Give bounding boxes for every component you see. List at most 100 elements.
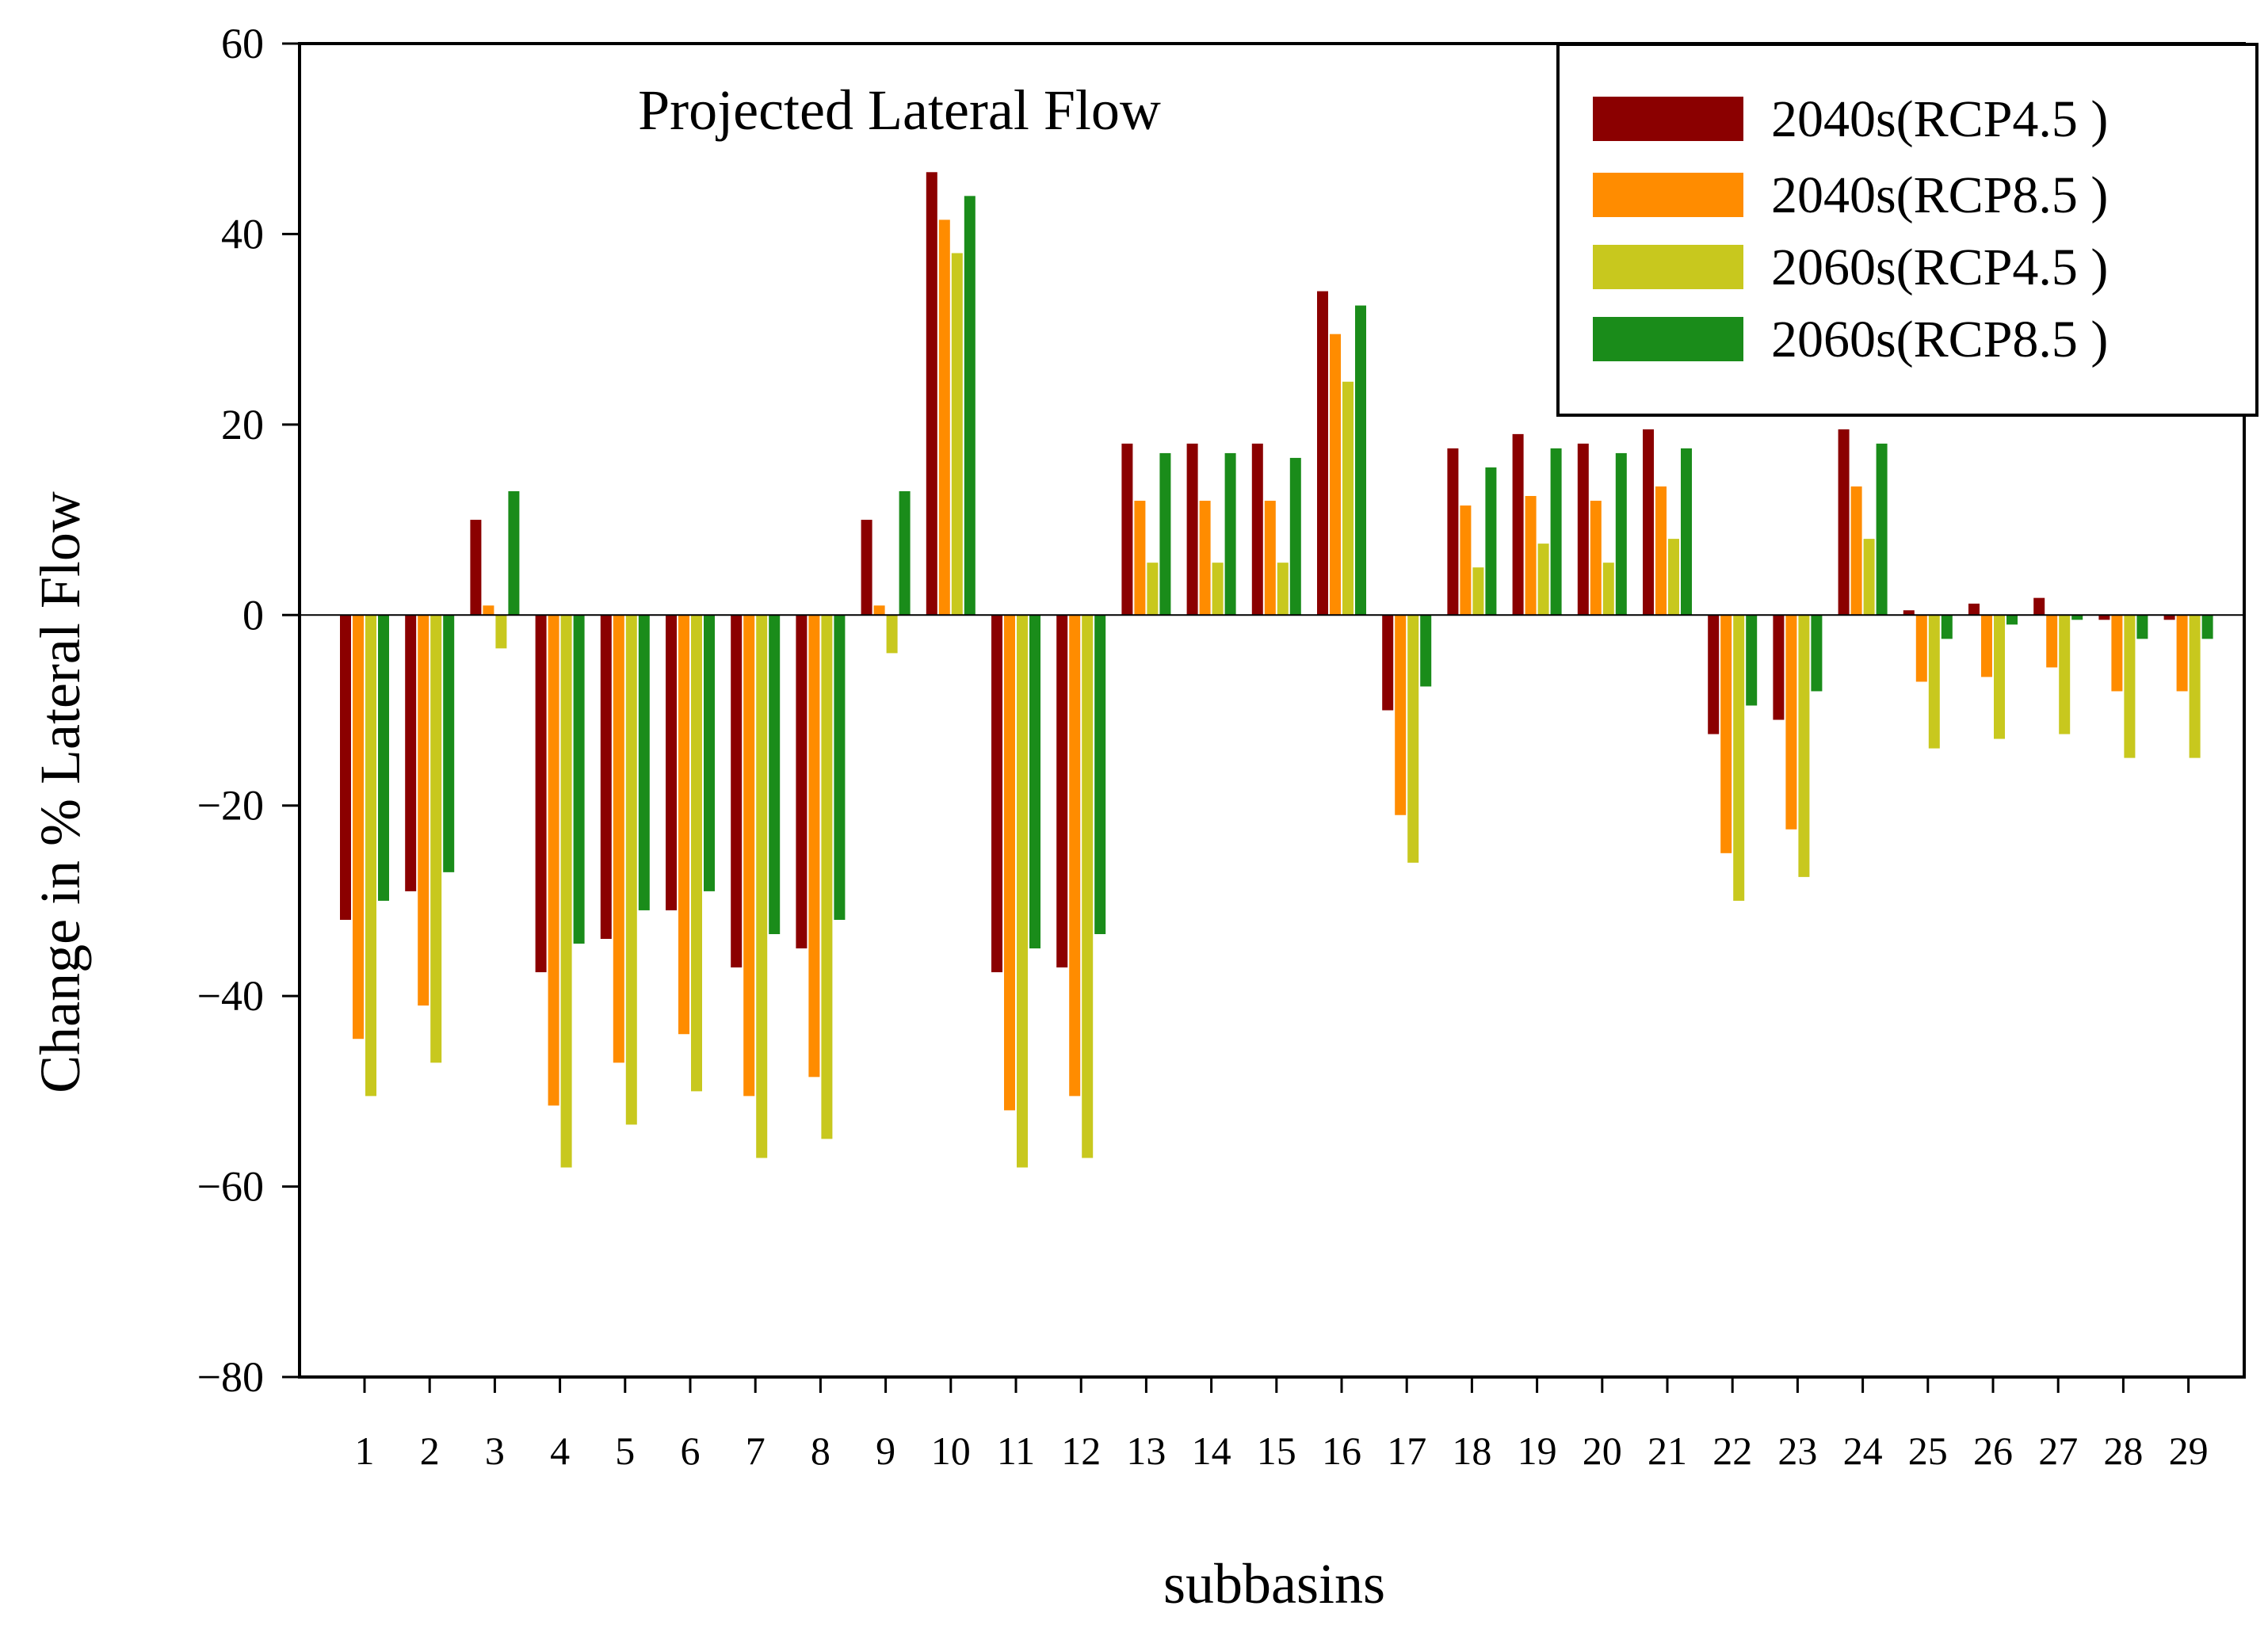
- bar-2040s-rcp4-5-17: [1382, 615, 1394, 711]
- x-tick-label: 7: [746, 1429, 766, 1473]
- x-tick-label: 14: [1192, 1429, 1231, 1473]
- x-tick-label: 26: [1973, 1429, 2013, 1473]
- x-tick-label: 4: [550, 1429, 570, 1473]
- y-tick-label: 20: [221, 401, 264, 448]
- x-axis: 1 2 3 4 5 6 7 8 9 10 11 12 13 14 15 16 17 18 19 20 21 22 23 24 2…: [355, 1377, 2209, 1473]
- bar-2060s-rcp8-5-7: [769, 615, 781, 935]
- bar-2060s-rcp8-5-14: [1224, 452, 1236, 616]
- bar-2060s-rcp4-5-15: [1277, 563, 1289, 616]
- bar-2040s-rcp8-5-7: [743, 615, 755, 1097]
- bar-2060s-rcp8-5-16: [1355, 305, 1366, 616]
- x-tick-label: 25: [1908, 1429, 1948, 1473]
- legend-label: 2060s(RCP8.5 ): [1771, 311, 2108, 368]
- bar-2060s-rcp8-5-12: [1094, 615, 1106, 935]
- bar-2060s-rcp8-5-8: [834, 615, 846, 920]
- bar-2040s-rcp4-5-13: [1121, 443, 1133, 616]
- x-tick-label: 11: [997, 1429, 1035, 1473]
- bar-2040s-rcp4-5-2: [405, 615, 417, 891]
- bar-2060s-rcp8-5-6: [704, 615, 715, 891]
- bar-2040s-rcp8-5-8: [808, 615, 820, 1078]
- bar-2060s-rcp8-5-10: [964, 196, 976, 616]
- x-tick-label: 9: [876, 1429, 895, 1473]
- bar-2040s-rcp8-5-18: [1460, 505, 1472, 616]
- bar-2040s-rcp8-5-9: [873, 605, 885, 616]
- bar-2060s-rcp4-5-23: [1798, 615, 1810, 877]
- legend-swatch: [1593, 173, 1743, 217]
- bar-2060s-rcp4-5-7: [756, 615, 768, 1158]
- bar-2060s-rcp4-5-9: [886, 615, 898, 654]
- bar-2040s-rcp8-5-28: [2111, 615, 2123, 692]
- bar-2060s-rcp4-5-28: [2124, 615, 2136, 758]
- bar-2040s-rcp8-5-17: [1395, 615, 1407, 815]
- bar-2060s-rcp8-5-17: [1420, 615, 1432, 687]
- bar-2060s-rcp4-5-13: [1147, 563, 1159, 616]
- bars-layer: [340, 172, 2213, 1168]
- bar-2060s-rcp8-5-15: [1289, 457, 1301, 616]
- bar-2060s-rcp8-5-18: [1485, 467, 1497, 616]
- bar-2060s-rcp4-5-5: [625, 615, 637, 1125]
- bar-2040s-rcp8-5-1: [353, 615, 364, 1039]
- bar-2060s-rcp8-5-26: [2006, 615, 2018, 625]
- y-axis: 60 40 20 0 −20 −40 −60 −80: [197, 20, 300, 1401]
- bar-2060s-rcp4-5-21: [1668, 539, 1679, 616]
- y-tick-label: 0: [242, 591, 264, 639]
- x-tick-label: 22: [1712, 1429, 1752, 1473]
- bar-2060s-rcp8-5-22: [1746, 615, 1758, 706]
- bar-2060s-rcp8-5-3: [508, 491, 520, 616]
- x-tick-label: 28: [2103, 1429, 2143, 1473]
- x-tick-label: 27: [2038, 1429, 2078, 1473]
- bar-2060s-rcp4-5-26: [1994, 615, 2005, 739]
- bar-2060s-rcp8-5-27: [2071, 615, 2083, 620]
- bar-2040s-rcp8-5-20: [1590, 501, 1602, 616]
- bar-2040s-rcp4-5-25: [1903, 610, 1915, 616]
- y-tick-label: 60: [221, 20, 264, 67]
- bar-2040s-rcp8-5-23: [1785, 615, 1797, 830]
- y-tick-label: −20: [197, 782, 264, 830]
- bar-2040s-rcp4-5-20: [1577, 443, 1589, 616]
- bar-2040s-rcp4-5-19: [1512, 433, 1524, 616]
- x-tick-label: 8: [811, 1429, 830, 1473]
- bar-2060s-rcp4-5-16: [1342, 381, 1354, 616]
- bar-2040s-rcp4-5-28: [2098, 615, 2110, 620]
- bar-2040s-rcp8-5-16: [1330, 334, 1341, 616]
- bar-2040s-rcp8-5-6: [678, 615, 689, 1035]
- bar-2060s-rcp4-5-11: [1017, 615, 1028, 1168]
- bar-2040s-rcp8-5-2: [418, 615, 430, 1006]
- bar-2040s-rcp4-5-18: [1447, 448, 1459, 616]
- bar-2060s-rcp4-5-17: [1407, 615, 1419, 863]
- bar-2060s-rcp4-5-29: [2189, 615, 2201, 758]
- bar-2040s-rcp8-5-10: [938, 219, 950, 616]
- bar-2060s-rcp8-5-29: [2201, 615, 2213, 639]
- legend-label: 2040s(RCP8.5 ): [1771, 166, 2108, 224]
- bar-2060s-rcp4-5-1: [365, 615, 376, 1097]
- bar-2060s-rcp8-5-11: [1029, 615, 1040, 949]
- legend: 2040s(RCP4.5 ) 2040s(RCP8.5 ) 2060s(RCP4.5…: [1556, 43, 2258, 417]
- bar-2040s-rcp8-5-13: [1134, 501, 1146, 616]
- bar-2040s-rcp4-5-29: [2163, 615, 2175, 620]
- y-tick-label: −80: [197, 1353, 264, 1401]
- bar-2040s-rcp4-5-23: [1773, 615, 1785, 720]
- bar-2040s-rcp8-5-14: [1199, 501, 1211, 616]
- x-tick-label: 6: [681, 1429, 701, 1473]
- x-axis-label: subbasins: [1163, 1552, 1385, 1615]
- bar-2040s-rcp8-5-19: [1525, 496, 1537, 616]
- legend-label: 2040s(RCP4.5 ): [1771, 90, 2108, 148]
- bar-2060s-rcp8-5-4: [573, 615, 585, 944]
- bar-2040s-rcp4-5-6: [666, 615, 677, 910]
- x-tick-label: 2: [420, 1429, 440, 1473]
- bar-2040s-rcp4-5-10: [926, 172, 937, 616]
- x-tick-label: 16: [1322, 1429, 1361, 1473]
- bar-2040s-rcp4-5-9: [861, 520, 872, 616]
- x-tick-label: 5: [615, 1429, 635, 1473]
- bar-2060s-rcp8-5-13: [1159, 452, 1171, 616]
- bar-2040s-rcp8-5-4: [548, 615, 559, 1106]
- x-tick-label: 23: [1777, 1429, 1817, 1473]
- legend-swatch: [1593, 245, 1743, 289]
- bar-2040s-rcp8-5-24: [1850, 486, 1862, 616]
- bar-2040s-rcp8-5-5: [613, 615, 624, 1063]
- bar-2040s-rcp8-5-27: [2046, 615, 2058, 668]
- legend-label: 2060s(RCP4.5 ): [1771, 238, 2108, 296]
- bar-2040s-rcp8-5-3: [483, 605, 494, 616]
- x-tick-label: 20: [1583, 1429, 1622, 1473]
- bar-2060s-rcp4-5-25: [1928, 615, 1940, 749]
